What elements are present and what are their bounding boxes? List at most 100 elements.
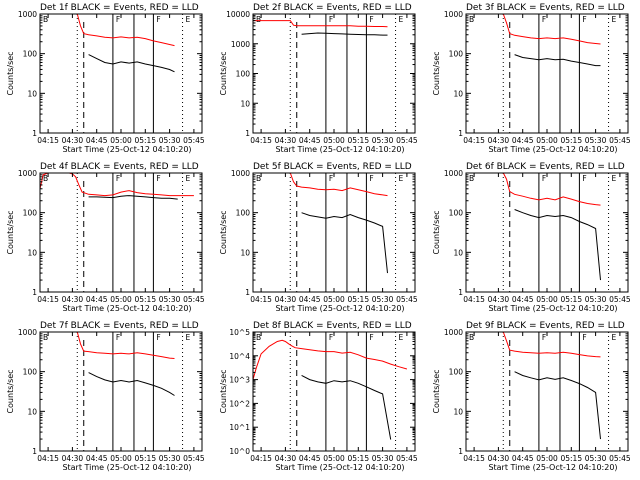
marker-label: F — [582, 174, 586, 183]
x-axis-label: Start Time (25-Oct-12 04:10:20) — [488, 145, 617, 154]
y-axis: 1 10 100 1000 Counts/sec — [219, 169, 415, 297]
y-tick-label: 10^1 — [229, 423, 250, 432]
x-axis: 04:15 04:30 04:45 05:00 05:15 05:30 05:45Start… — [463, 332, 631, 472]
x-tick-label: 05:30 — [159, 136, 181, 145]
x-tick-label: 05:45 — [396, 295, 418, 304]
x-tick-label: 05:00 — [536, 136, 558, 145]
x-tick-label: 05:45 — [396, 136, 418, 145]
marker-label: B — [43, 174, 48, 183]
y-axis: 1 10 100 1000 Counts/sec — [432, 10, 628, 138]
x-tick-label: 04:30 — [488, 136, 510, 145]
y-tick-label: 10 — [27, 89, 37, 98]
panel-title: Det 8f BLACK = Events, RED = LLD — [253, 321, 412, 331]
x-tick-label: 04:30 — [62, 295, 84, 304]
y-tick-label: 10 — [240, 99, 250, 108]
y-tick-label: 1 — [458, 447, 463, 456]
series-events-line — [514, 54, 601, 67]
x-axis: 04:15 04:30 04:45 05:00 05:15 05:30 05:45Start… — [250, 332, 418, 472]
x-tick-label: 05:45 — [183, 454, 205, 463]
plot-frame — [252, 331, 416, 452]
x-tick-label: 04:30 — [488, 295, 510, 304]
y-axis-label: Counts/sec — [6, 369, 15, 413]
x-tick-label: 05:00 — [110, 136, 132, 145]
x-tick-label: 05:30 — [372, 454, 394, 463]
x-axis-label: Start Time (25-Oct-12 04:10:20) — [62, 145, 191, 154]
y-tick-label: 10 — [240, 248, 250, 257]
x-tick-label: 04:45 — [86, 295, 108, 304]
y-axis: 1 10 100 1000 10000 Counts/sec — [219, 10, 415, 138]
y-tick-label: 10000 — [226, 10, 250, 19]
series-lld-line — [253, 339, 408, 380]
x-tick-label: 04:15 — [463, 295, 485, 304]
x-tick-label: 04:15 — [250, 136, 272, 145]
x-axis-label: Start Time (25-Oct-12 04:10:20) — [275, 145, 404, 154]
marker-label: F — [116, 333, 120, 342]
x-tick-label: 04:30 — [62, 454, 84, 463]
marker-label: F — [156, 15, 160, 24]
x-tick-label: 05:15 — [347, 454, 369, 463]
plot-frame — [39, 172, 203, 293]
y-tick-label: 10^3 — [229, 376, 250, 385]
y-tick-label: 10 — [453, 407, 463, 416]
marker-label: E — [399, 174, 404, 183]
marker-label: F — [542, 333, 546, 342]
marker-label: F — [156, 333, 160, 342]
x-tick-label: 05:45 — [609, 295, 631, 304]
x-tick-label: 04:15 — [37, 136, 59, 145]
x-tick-label: 05:45 — [396, 454, 418, 463]
y-axis-label: Counts/sec — [432, 51, 441, 95]
x-tick-label: 05:15 — [134, 295, 156, 304]
x-tick-label: 04:15 — [37, 454, 59, 463]
marker-label: B — [43, 333, 48, 342]
x-tick-label: 05:15 — [560, 136, 582, 145]
y-tick-label: 100 — [23, 209, 38, 218]
y-axis-label: Counts/sec — [6, 210, 15, 254]
marker-label: F — [116, 15, 120, 24]
marker-label: F — [116, 174, 120, 183]
panel-title: Det 9f BLACK = Events, RED = LLD — [466, 321, 625, 331]
x-tick-label: 04:15 — [250, 454, 272, 463]
x-tick-label: 04:45 — [299, 295, 321, 304]
y-tick-label: 10 — [27, 407, 37, 416]
y-axis: 1 10 100 1000 Counts/sec — [6, 328, 202, 456]
y-tick-label: 1 — [32, 129, 37, 138]
x-axis: 04:15 04:30 04:45 05:00 05:15 05:30 05:45Start… — [37, 14, 205, 154]
marker-label: F — [582, 333, 586, 342]
y-axis-label: Counts/sec — [219, 51, 228, 95]
marker-label: F — [369, 333, 373, 342]
x-tick-label: 05:00 — [323, 295, 345, 304]
x-tick-label: 04:45 — [299, 454, 321, 463]
series-events-line — [301, 374, 392, 440]
series-lld-line — [40, 332, 175, 359]
x-tick-label: 04:15 — [463, 454, 485, 463]
plot-frame — [252, 172, 416, 293]
x-tick-label: 05:30 — [585, 295, 607, 304]
y-tick-label: 1 — [32, 447, 37, 456]
marker-label: F — [329, 15, 333, 24]
x-axis: 04:15 04:30 04:45 05:00 05:15 05:30 05:45Start… — [37, 173, 205, 313]
x-tick-label: 04:45 — [299, 136, 321, 145]
x-tick-label: 05:15 — [134, 454, 156, 463]
x-tick-label: 05:15 — [560, 295, 582, 304]
y-tick-label: 1000 — [231, 169, 250, 178]
series-lld-line — [466, 14, 601, 45]
plot-frame — [465, 331, 629, 452]
x-tick-label: 05:00 — [536, 295, 558, 304]
marker-label: F — [329, 174, 333, 183]
y-tick-label: 1 — [458, 129, 463, 138]
marker-label: F — [542, 174, 546, 183]
series-events-line — [88, 54, 175, 73]
y-axis: 1 10 100 1000 Counts/sec — [432, 328, 628, 456]
marker-label: B — [43, 15, 48, 24]
plot-frame — [252, 13, 416, 134]
